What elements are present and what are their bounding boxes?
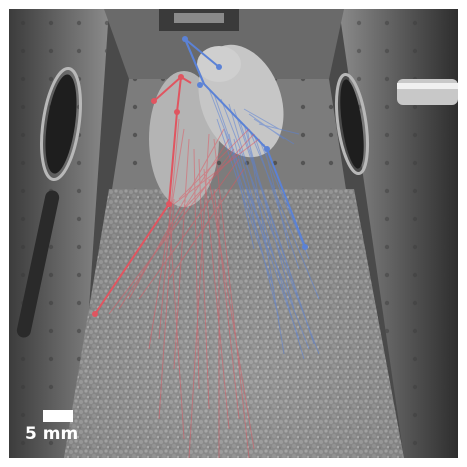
- scale-bar-label: 5 mm: [25, 424, 79, 444]
- scale-bar: [43, 410, 73, 422]
- photo-frame: [9, 9, 458, 458]
- mouse-photo: [9, 9, 458, 458]
